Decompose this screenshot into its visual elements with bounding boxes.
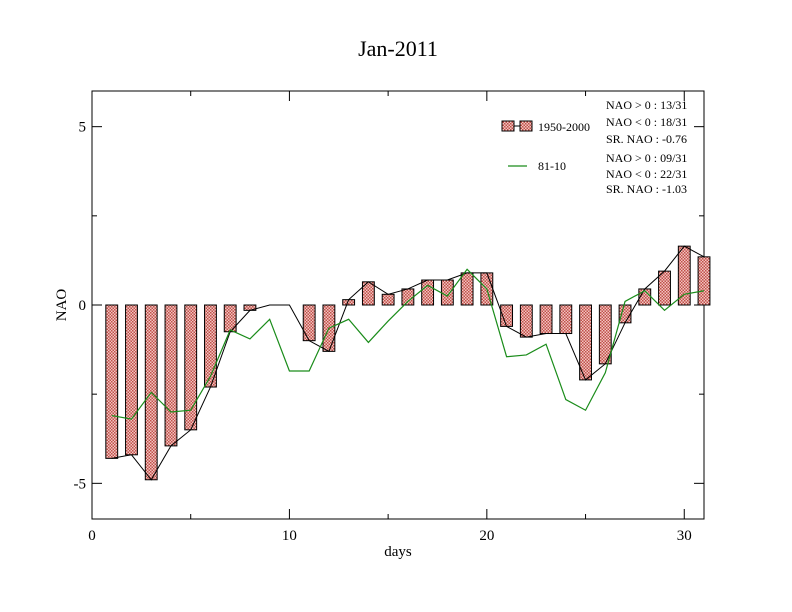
bar-day-30 — [677, 245, 691, 306]
x-tick-label-30: 30 — [677, 528, 692, 544]
x-tick-label-0: 0 — [88, 528, 96, 544]
bar-day-17 — [421, 279, 435, 306]
bar-day-23 — [539, 304, 553, 335]
stat-line-sr: SR. NAO : -1.03 — [606, 182, 687, 196]
bar-tip-line — [111, 245, 705, 481]
legend: 1950-2000 81-10 NAO > 0 : 13/31 NAO < 0 … — [501, 98, 687, 196]
bar-day-15 — [381, 293, 395, 306]
legend-line-label: 81-10 — [538, 159, 566, 173]
x-tick-label-10: 10 — [282, 528, 297, 544]
bar-day-16 — [401, 288, 415, 306]
bar-day-29 — [658, 270, 671, 306]
legend-bar-label: 1950-2000 — [538, 120, 590, 134]
axes: 0 10 20 30 -5 0 5 — [74, 91, 704, 544]
bar-day-19 — [460, 272, 474, 306]
y-axis-label: NAO — [54, 289, 70, 322]
x-tick-label-20: 20 — [479, 528, 494, 544]
bar-day-4 — [164, 304, 178, 447]
stat-bar-positive: NAO > 0 : 13/31 — [606, 98, 687, 112]
bar-day-18 — [440, 279, 454, 306]
stat-line-negative: NAO < 0 : 22/31 — [606, 167, 687, 181]
y-tick-label-5: 5 — [79, 120, 87, 136]
bar-series — [105, 245, 711, 481]
legend-bar-swatch-left — [501, 120, 515, 132]
legend-bar-swatch-right — [519, 120, 533, 132]
bar-day-2 — [125, 304, 138, 456]
bar-day-24 — [559, 304, 573, 335]
y-tick-label-0: 0 — [79, 298, 87, 314]
x-axis-label: days — [384, 544, 412, 560]
series-line-81-10 — [111, 268, 705, 420]
stat-bar-negative: NAO < 0 : 18/31 — [606, 115, 687, 129]
chart-title: Jan-2011 — [358, 36, 438, 61]
stat-line-positive: NAO > 0 : 09/31 — [606, 151, 687, 165]
y-tick-label--5: -5 — [74, 476, 87, 492]
bar-day-27 — [618, 304, 632, 324]
line-series — [111, 245, 705, 481]
bar-day-11 — [302, 304, 316, 342]
stat-bar-sr: SR. NAO : -0.76 — [606, 132, 687, 146]
bar-day-1 — [105, 304, 119, 459]
bar-day-31 — [697, 256, 711, 306]
bar-day-25 — [579, 304, 592, 381]
bar-day-22 — [519, 304, 533, 338]
